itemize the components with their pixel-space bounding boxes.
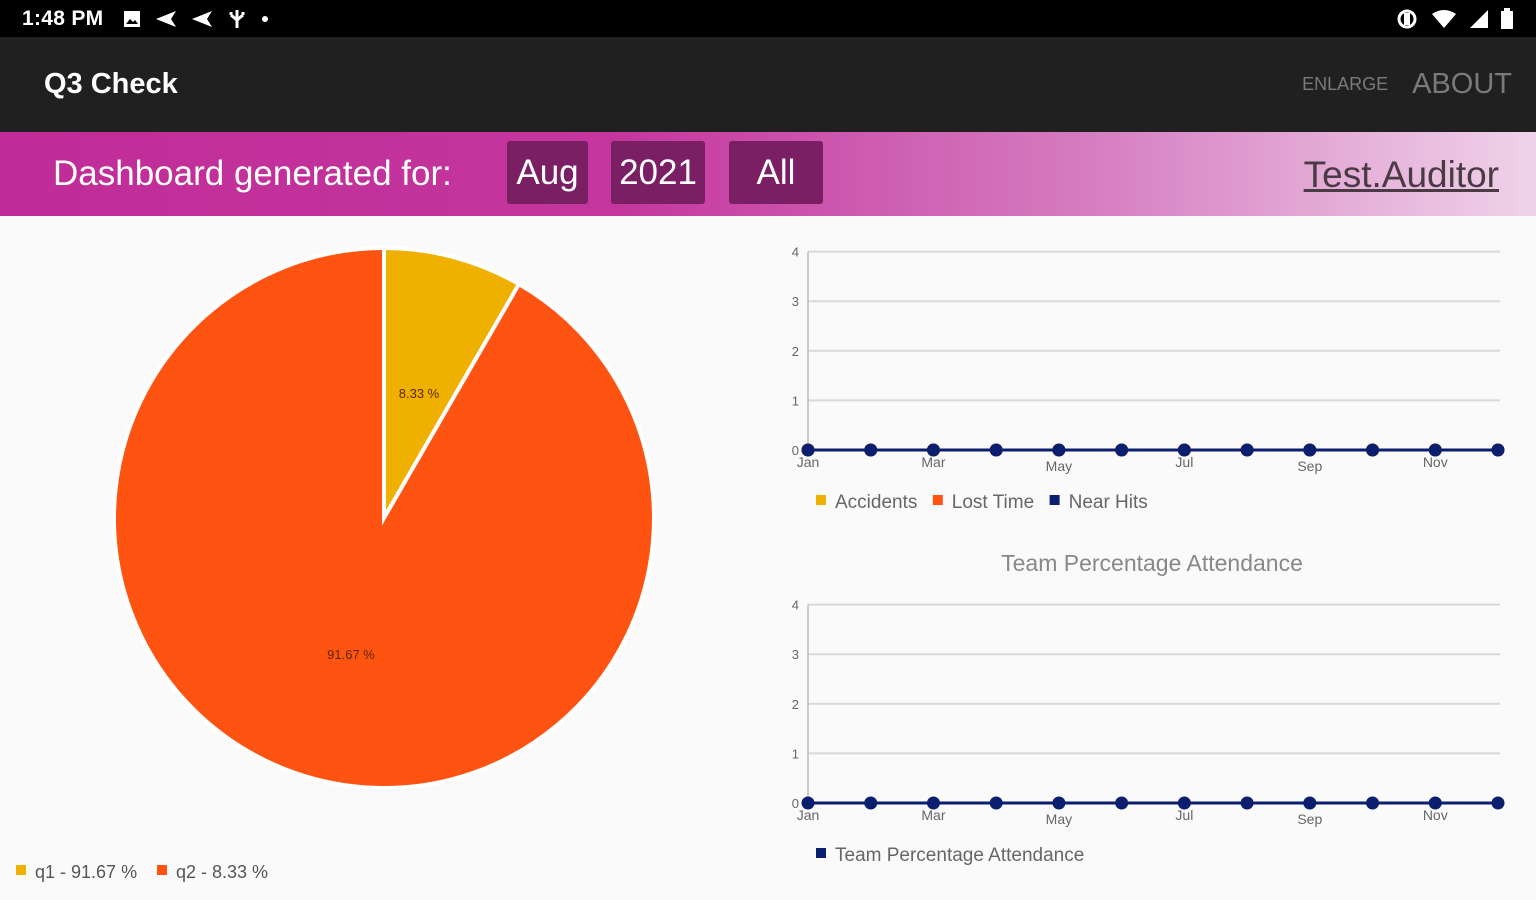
app-title: Q3 Check <box>44 68 178 100</box>
data-point <box>1303 796 1317 810</box>
enlarge-button[interactable]: ENLARGE <box>1302 74 1389 94</box>
status-system-icons <box>1394 7 1514 30</box>
pie-slice-q2 <box>382 245 522 526</box>
x-tick-label: Mar <box>921 807 945 823</box>
data-point <box>989 443 1003 457</box>
dashboard-content: 8.33 % 91.67 % q1 - 91.67 % q2 - 8.33 % 0 1 2 3… <box>0 216 1536 900</box>
line-chart-2: 0 1 2 3 4 Jan Mar May Jul Sep Nov Team Percentage A… <box>792 598 1505 866</box>
x-tick-label: Jan <box>797 807 820 823</box>
send-icon <box>192 10 213 27</box>
x-tick-label: May <box>1046 458 1072 474</box>
dashboard-filter-bar: Dashboard generated for: Aug 2021 All Te… <box>0 132 1536 216</box>
status-bar: 1:48 PM <box>0 0 1536 37</box>
data-point <box>1115 443 1129 457</box>
legend-swatch-1 <box>932 495 943 505</box>
legend-label-0: Team Percentage Attendance <box>835 845 1084 866</box>
pie-legend-swatch-1 <box>157 865 167 875</box>
about-button[interactable]: ABOUT <box>1412 68 1512 100</box>
pie-legend-label-0: q1 - 91.67 % <box>35 862 137 882</box>
legend-swatch-2 <box>1049 495 1060 505</box>
x-tick-label: Nov <box>1423 807 1448 823</box>
y-tick-label: 0 <box>792 443 799 458</box>
data-point <box>1240 443 1254 457</box>
image-icon <box>124 10 141 27</box>
user-link[interactable]: Test.Auditor <box>1303 154 1499 195</box>
status-time: 1:48 PM <box>22 6 104 30</box>
status-notification-icons <box>123 9 269 29</box>
dashboard-label: Dashboard generated for: <box>53 154 452 193</box>
x-tick-label: Jul <box>1175 807 1193 823</box>
send-icon <box>156 10 177 27</box>
data-point <box>926 443 940 457</box>
legend-swatch-0 <box>816 495 826 505</box>
data-point <box>864 443 878 457</box>
data-point <box>1115 796 1129 810</box>
data-point <box>1052 443 1066 457</box>
attendance-chart-title: Team Percentage Attendance <box>1001 550 1303 576</box>
legend-label-2: Near Hits <box>1069 492 1148 513</box>
data-point <box>1177 796 1191 810</box>
legend-label-0: Accidents <box>835 492 917 513</box>
data-point <box>1052 796 1066 810</box>
dashboard-charts: 8.33 % 91.67 % q1 - 91.67 % q2 - 8.33 % 0 1 2 3… <box>16 245 1505 882</box>
y-tick-label: 2 <box>792 344 799 359</box>
data-point <box>864 796 878 810</box>
x-tick-label: Sep <box>1297 811 1322 827</box>
legend-swatch-0 <box>816 848 826 858</box>
data-point <box>1366 796 1380 810</box>
battery-icon <box>1501 7 1513 29</box>
x-tick-label: Sep <box>1297 458 1322 474</box>
y-tick-label: 1 <box>792 393 799 408</box>
dot-icon <box>262 15 269 22</box>
year-selector[interactable]: 2021 <box>611 141 705 204</box>
data-point <box>801 443 815 457</box>
x-tick-label: Mar <box>921 454 945 470</box>
x-tick-label: Jan <box>797 454 820 470</box>
pie-slice-label-q1: 91.67 % <box>327 647 375 662</box>
y-tick-label: 0 <box>792 796 799 811</box>
pie-slice-q1 <box>112 245 656 790</box>
data-point <box>801 796 815 810</box>
x-tick-label: May <box>1046 811 1072 827</box>
data-point <box>1491 443 1505 457</box>
y-tick-label: 3 <box>792 294 799 309</box>
y-tick-label: 1 <box>792 746 799 761</box>
data-point <box>1491 796 1505 810</box>
app-bar: Q3 Check ENLARGE ABOUT <box>0 37 1536 132</box>
data-point <box>1177 443 1191 457</box>
rotate-icon <box>1397 9 1417 28</box>
month-selector[interactable]: Aug <box>507 141 588 204</box>
data-point <box>1428 443 1442 457</box>
y-tick-label: 4 <box>792 598 799 613</box>
data-point <box>989 796 1003 810</box>
data-point <box>1366 443 1380 457</box>
pie-legend-swatch-0 <box>16 865 26 875</box>
x-tick-label: Nov <box>1423 454 1448 470</box>
data-point <box>1240 796 1254 810</box>
legend-label-1: Lost Time <box>952 492 1034 513</box>
wifi-icon <box>1432 9 1456 28</box>
line-chart-1: 0 1 2 3 4 Jan Mar May Jul Sep Nov Accidents Lost Tim… <box>792 245 1505 513</box>
pie-legend-label-1: q2 - 8.33 % <box>176 862 268 882</box>
y-tick-label: 3 <box>792 647 799 662</box>
app-bar-actions: ENLARGE ABOUT <box>1302 68 1512 101</box>
x-tick-label: Jul <box>1175 454 1193 470</box>
scope-selector[interactable]: All <box>729 141 823 204</box>
pie-slice-label-q2: 8.33 % <box>399 386 440 401</box>
data-point <box>1303 443 1317 457</box>
signal-icon <box>1470 9 1488 28</box>
usb-icon <box>229 9 245 28</box>
y-tick-label: 2 <box>792 697 799 712</box>
y-tick-label: 4 <box>792 245 799 260</box>
data-point <box>1428 796 1442 810</box>
data-point <box>926 796 940 810</box>
pie-chart: 8.33 % 91.67 % q1 - 91.67 % q2 - 8.33 % <box>16 245 656 882</box>
